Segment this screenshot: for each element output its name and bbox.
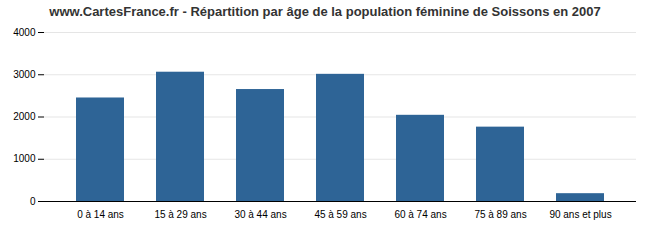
svg-text:75 à 89 ans: 75 à 89 ans bbox=[474, 209, 526, 220]
svg-text:30 à 44 ans: 30 à 44 ans bbox=[234, 209, 286, 220]
svg-text:45 à 59 ans: 45 à 59 ans bbox=[314, 209, 366, 220]
svg-text:90 ans et plus: 90 ans et plus bbox=[549, 209, 611, 220]
svg-text:15 à 29 ans: 15 à 29 ans bbox=[154, 209, 206, 220]
svg-text:1000: 1000 bbox=[13, 153, 36, 164]
html-text:www.CartesFrance.fr - Répartit: www.CartesFrance.fr - Répartition par âg… bbox=[49, 4, 601, 19]
svg-text:60 à 74 ans: 60 à 74 ans bbox=[394, 209, 446, 220]
svg-text:3000: 3000 bbox=[13, 69, 36, 80]
svg-text:2000: 2000 bbox=[13, 111, 36, 122]
svg-text:0: 0 bbox=[30, 196, 36, 207]
svg-text:0 à 14 ans: 0 à 14 ans bbox=[77, 209, 124, 220]
svg-text:4000: 4000 bbox=[13, 27, 36, 38]
